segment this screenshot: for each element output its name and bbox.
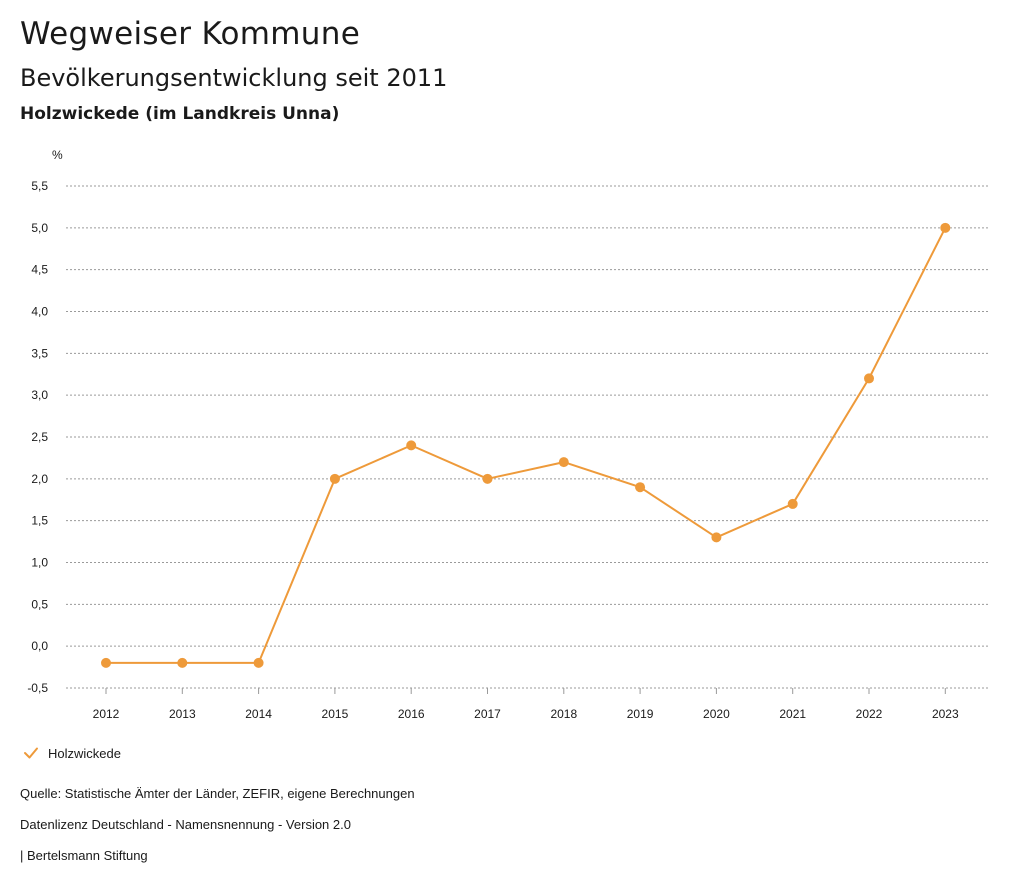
series-line: [106, 227, 947, 664]
y-tick-label: 1,5: [31, 514, 48, 528]
y-tick-label: 5,5: [31, 179, 48, 193]
x-tick-label: 2018: [550, 707, 577, 721]
y-tick-label: 0,0: [31, 639, 48, 653]
chart-subtitle: Bevölkerungsentwicklung seit 2011: [20, 64, 448, 92]
x-tick-label: 2013: [169, 707, 196, 721]
x-tick-label: 2012: [93, 707, 120, 721]
data-point: [711, 532, 722, 543]
data-point: [177, 657, 188, 668]
y-axis-ticks: -0,5 0,0 0,5 1,0 1,5 2,0 2,5 3,0 3,5 4,0 4,5 5,0 5,5: [27, 179, 48, 695]
line-chart: -0,5 0,0 0,5 1,0 1,5 2,0 2,5 3,0 3,5 4,0 4,5 5,0 5,5…: [27, 148, 990, 721]
y-axis-label: %: [52, 148, 63, 162]
y-tick-label: 5,0: [31, 221, 48, 235]
y-tick-label: 4,0: [31, 305, 48, 319]
series-holzwickede: [101, 222, 951, 668]
chart-place: Holzwickede (im Landkreis Unna): [20, 104, 340, 124]
legend[interactable]: Holzwickede: [22, 744, 121, 762]
data-point: [406, 440, 417, 451]
y-tick-label: 1,0: [31, 556, 48, 570]
x-tick-label: 2017: [474, 707, 501, 721]
x-axis-ticks: 2012 2013 2014 2015 2016 2017 2018 2019 2020 2021…: [93, 688, 959, 721]
y-tick-label: 0,5: [31, 597, 48, 611]
x-tick-label: 2014: [245, 707, 272, 721]
data-point: [329, 473, 340, 484]
x-tick-label: 2015: [322, 707, 349, 721]
check-icon: [24, 747, 38, 759]
x-tick-label: 2020: [703, 707, 730, 721]
y-tick-label: 3,5: [31, 346, 48, 360]
y-tick-label: 2,5: [31, 430, 48, 444]
x-tick-label: 2021: [779, 707, 806, 721]
data-point: [864, 373, 874, 384]
data-point: [101, 657, 111, 668]
legend-label: Holzwickede: [48, 745, 121, 761]
data-point: [940, 222, 951, 233]
data-point: [482, 473, 493, 484]
grid-lines: [66, 185, 990, 689]
x-tick-label: 2019: [627, 707, 654, 721]
x-tick-label: 2022: [856, 707, 883, 721]
chart-title: Wegweiser Kommune: [20, 16, 361, 52]
data-point: [787, 498, 798, 509]
source-note: Quelle: Statistische Ämter der Länder, Z…: [20, 786, 415, 801]
license-note: Datenlizenz Deutschland - Namensnennung …: [20, 817, 351, 832]
y-tick-label: 4,5: [31, 263, 48, 277]
credit-note: | Bertelsmann Stiftung: [20, 848, 148, 863]
y-tick-label: -0,5: [27, 681, 48, 695]
y-tick-label: 2,0: [31, 472, 48, 486]
x-tick-label: 2023: [932, 707, 959, 721]
y-tick-label: 3,0: [31, 388, 48, 402]
data-point: [635, 482, 646, 493]
x-tick-label: 2016: [398, 707, 425, 721]
data-point: [253, 657, 264, 668]
data-point: [558, 457, 569, 468]
